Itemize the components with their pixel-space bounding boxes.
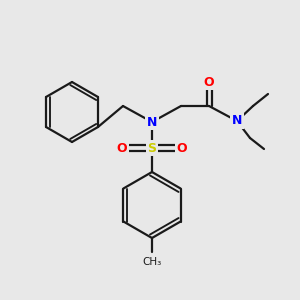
Text: O: O [117,142,127,154]
Text: S: S [148,142,157,154]
Text: N: N [232,115,242,128]
Text: N: N [147,116,157,128]
Text: CH₃: CH₃ [142,257,162,267]
Text: O: O [177,142,187,154]
Text: O: O [204,76,214,88]
